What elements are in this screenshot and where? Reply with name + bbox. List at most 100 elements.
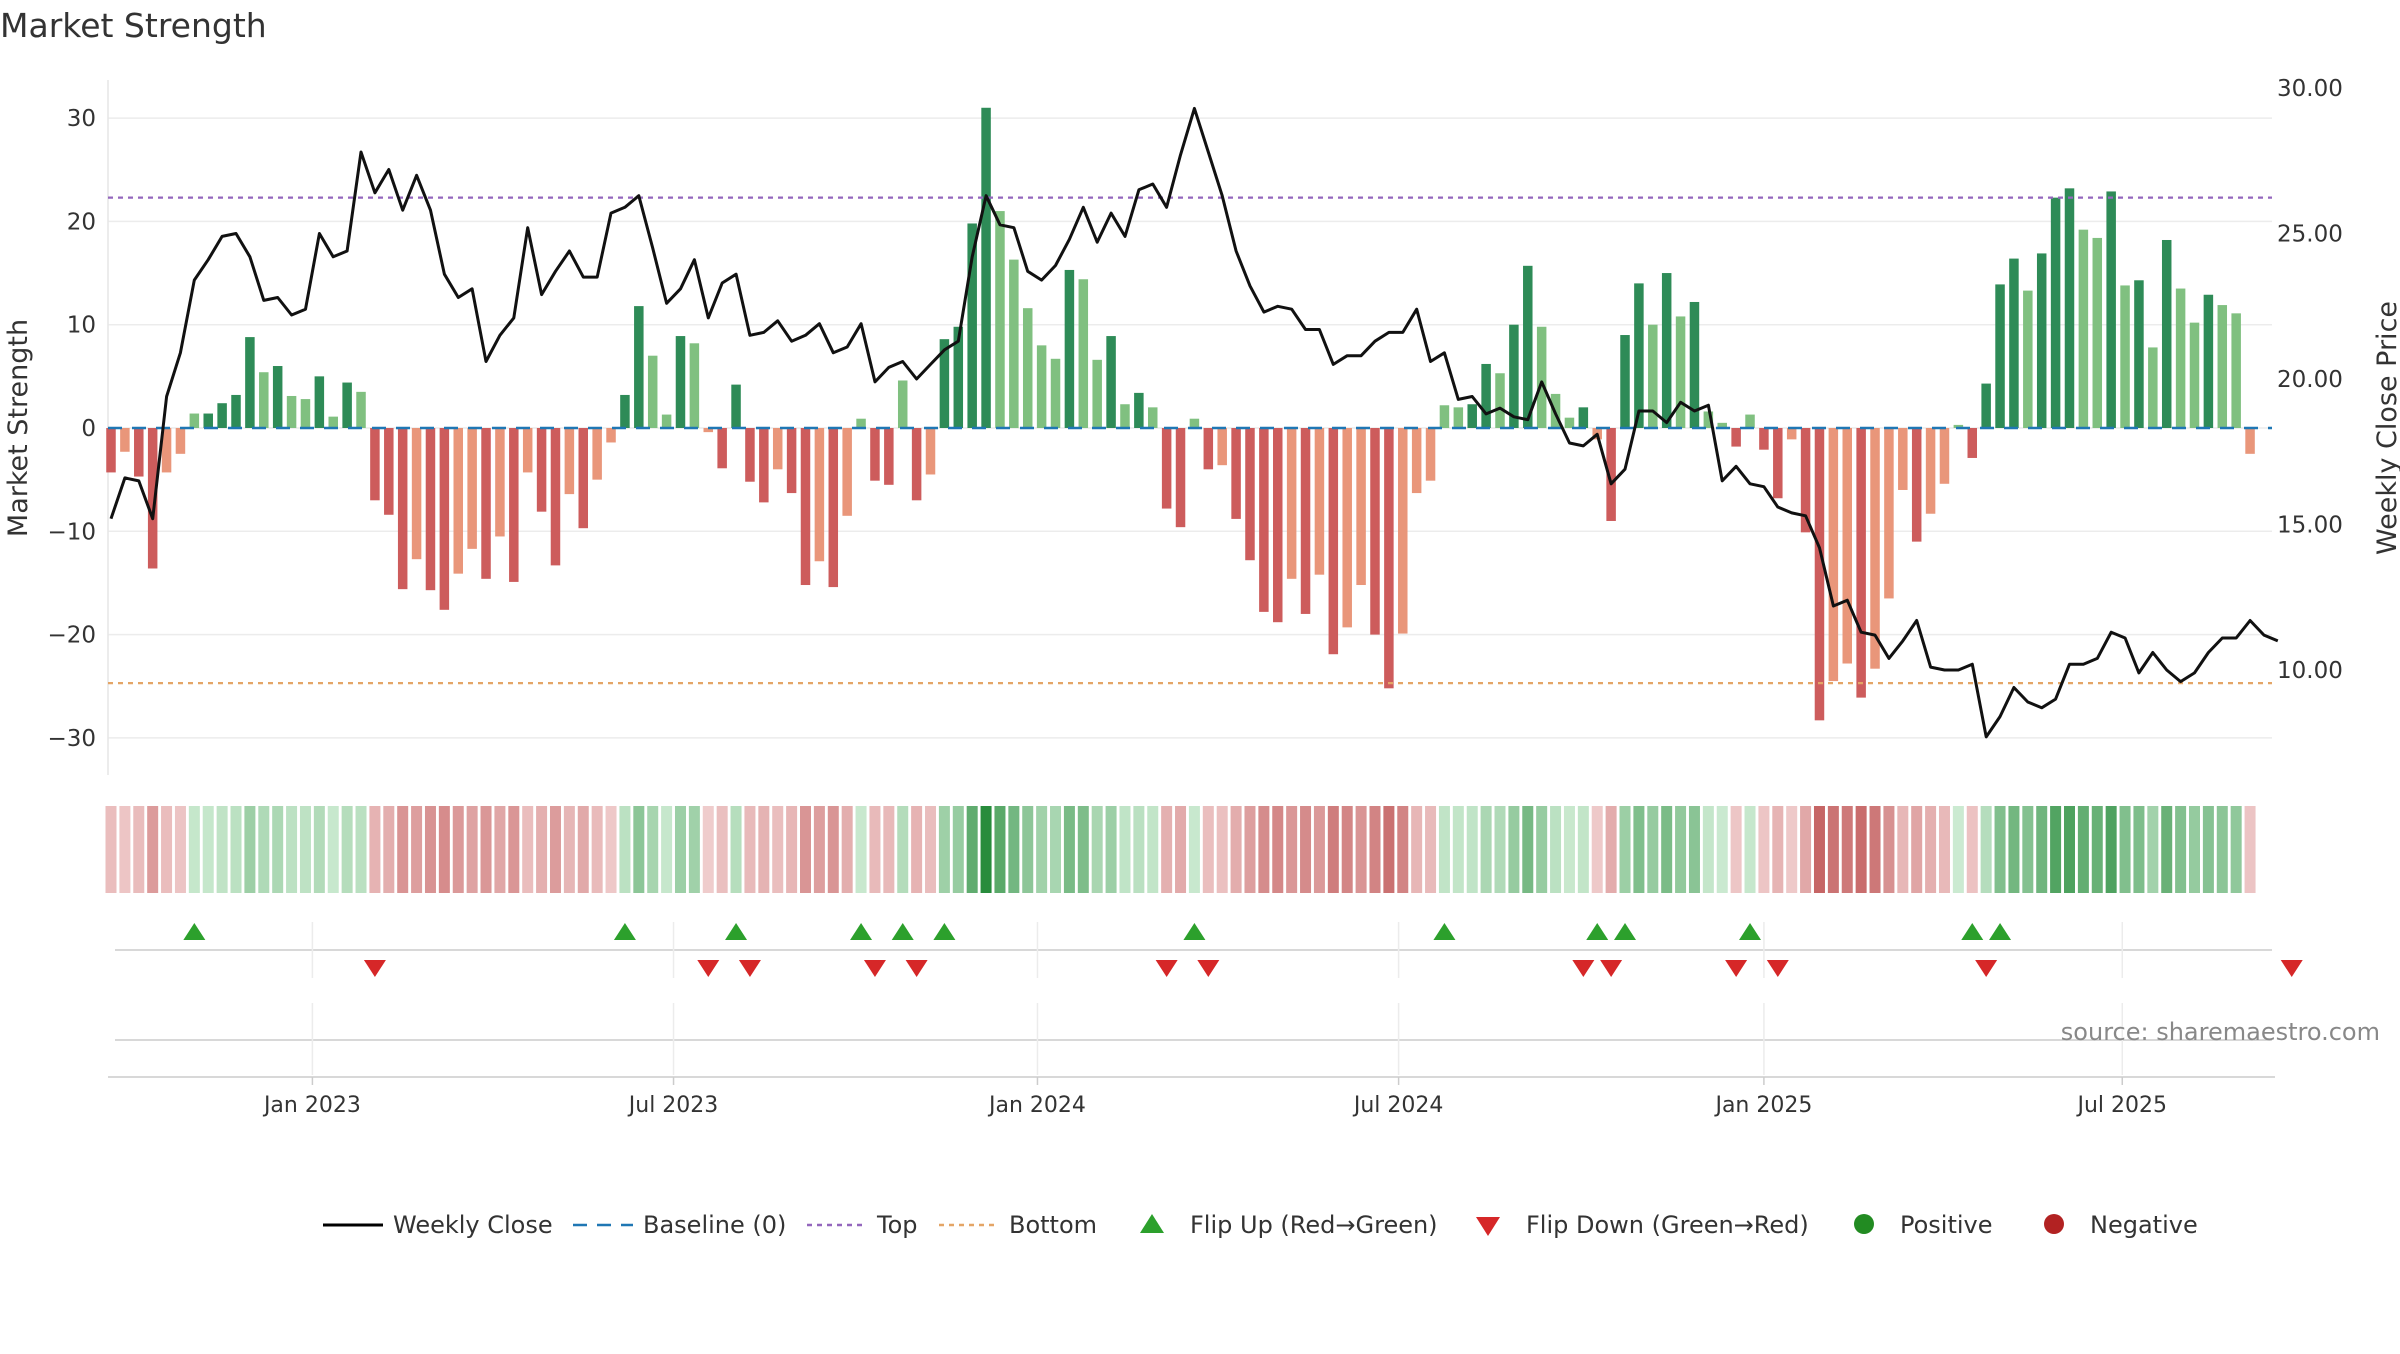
heat-cell [1133,806,1145,893]
heat-cell [272,806,284,893]
heat-cell [647,806,659,893]
y2-tick-label: 15.00 [2277,513,2343,539]
heat-cell [2050,806,2062,893]
strength-bar [397,428,408,590]
strength-bar [2175,288,2186,428]
heat-cell [1383,806,1395,893]
strength-bar [1203,428,1214,470]
heat-cell [1563,806,1575,893]
heat-cell [147,806,159,893]
heat-cell [2175,806,2187,893]
strength-bar [1661,273,1672,428]
flip-up-marker [891,923,914,940]
heat-cell [2244,806,2256,893]
strength-bar [286,395,297,428]
legend-item: Flip Down (Green→Red) [1476,1211,1809,1239]
heat-cell [1008,806,1020,893]
strength-bar [2217,305,2228,428]
flip-up-marker [1433,923,1456,940]
strength-bar [647,355,658,428]
heat-cell [2189,806,2200,893]
strength-bar [1175,428,1186,528]
heat-cell [1202,806,1214,893]
flip-down-marker [1600,960,1623,977]
strength-bar [2120,285,2130,428]
strength-bar [536,428,547,512]
strength-bar [467,428,477,549]
strength-bar [1898,428,1908,490]
heat-cell [452,806,464,893]
strength-bar [1092,359,1102,428]
strength-bar [717,428,727,469]
strength-bar [856,418,866,428]
flip-down-marker [1975,960,1998,977]
heat-cell [1300,806,1312,893]
heat-cell [1036,806,1048,893]
strength-bar [2050,197,2061,428]
heat-cell [786,806,798,893]
y2-axis-title: Weekly Close Price [2372,301,2400,555]
heat-cell [1730,806,1742,893]
heat-cell [1702,806,1714,893]
heat-cell [938,806,950,893]
heat-cell [244,806,256,893]
strength-bar [1009,259,1019,428]
strength-bar [1370,428,1380,635]
y-tick-label: 20 [67,209,96,235]
strength-bar [1273,428,1283,623]
flip-down-marker [1572,960,1595,977]
strength-bar [1536,326,1547,428]
heat-cell [119,806,131,893]
strength-bar [2231,313,2241,428]
heat-cell [800,806,811,893]
heat-cell [1022,806,1034,893]
strength-bar [1509,324,1519,428]
strength-bar [1759,428,1769,450]
heat-cell [1147,806,1159,893]
heat-cell [1244,806,1256,893]
flip-up-marker [183,923,206,940]
heat-cell [299,806,311,893]
flip-up-marker [613,923,636,940]
heat-cell [1466,806,1478,893]
weekly-close-line [109,106,2279,739]
heat-cell [1938,806,1950,893]
heat-cell [383,806,395,893]
strength-bar [1022,308,1033,428]
chart-title: Market Strength [0,6,267,45]
heat-cell [188,806,200,893]
heat-cell [674,806,686,893]
legend-swatch-dot [1854,1214,1874,1234]
x-tick-label: Jul 2024 [1352,1093,1444,1118]
strength-bar [1398,428,1408,634]
heat-cell [1230,806,1242,893]
heat-cell [549,806,561,893]
flip-down-marker [2280,960,2303,977]
strength-bar [745,428,755,482]
strength-bar [897,380,908,428]
strength-bar [1120,404,1130,428]
legend-item: Flip Up (Red→Green) [1140,1211,1438,1239]
heat-cell [2230,806,2242,893]
strength-bar [1884,428,1894,599]
heat-cell [1063,806,1075,893]
y-tick-label: 10 [67,313,96,339]
heat-cell [2147,806,2159,893]
strength-bar [203,413,213,428]
strength-bar [425,428,436,591]
legend-item: Baseline (0) [573,1211,786,1239]
strength-bar [384,428,394,515]
strength-bar [245,337,255,428]
heat-cell [2036,806,2048,893]
strength-bar [786,428,797,494]
heat-cell [1188,806,1200,893]
heat-cell [980,806,992,893]
legend-label: Flip Down (Green→Red) [1526,1211,1809,1239]
strength-bar [911,428,922,501]
strength-bar [2023,290,2033,428]
heat-cell [688,806,700,893]
strength-bar [1300,428,1311,614]
strength-bar [2092,237,2103,428]
strength-bar [953,326,964,428]
